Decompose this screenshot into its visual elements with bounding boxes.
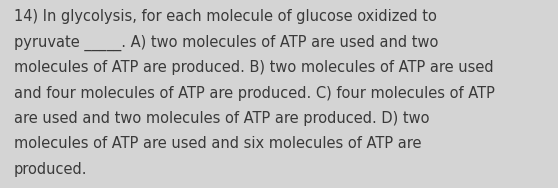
Text: molecules of ATP are used and six molecules of ATP are: molecules of ATP are used and six molecu… xyxy=(14,136,421,151)
Text: 14) In glycolysis, for each molecule of glucose oxidized to: 14) In glycolysis, for each molecule of … xyxy=(14,9,437,24)
Text: and four molecules of ATP are produced. C) four molecules of ATP: and four molecules of ATP are produced. … xyxy=(14,86,495,101)
Text: pyruvate _____. A) two molecules of ATP are used and two: pyruvate _____. A) two molecules of ATP … xyxy=(14,35,439,51)
Text: produced.: produced. xyxy=(14,162,88,177)
Text: molecules of ATP are produced. B) two molecules of ATP are used: molecules of ATP are produced. B) two mo… xyxy=(14,60,494,75)
Text: are used and two molecules of ATP are produced. D) two: are used and two molecules of ATP are pr… xyxy=(14,111,430,126)
